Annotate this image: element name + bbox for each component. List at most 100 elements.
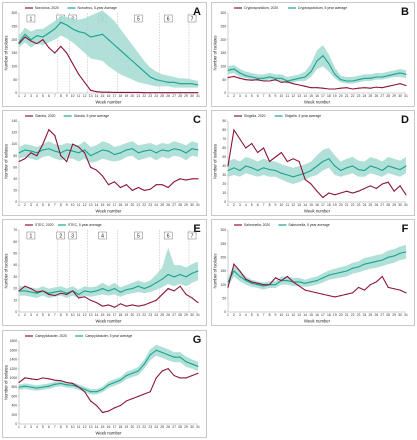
c0-point-current-9 <box>72 63 74 65</box>
c0-point-average-2 <box>30 39 32 41</box>
c0-point-current-28 <box>185 92 187 94</box>
c2-xtick-label-28: 29 <box>184 203 188 207</box>
c4-point-current-26 <box>173 290 175 292</box>
c3-point-average-8 <box>274 169 277 172</box>
c0-period-box-0 <box>26 14 36 23</box>
c5-point-average-3 <box>245 280 247 282</box>
c1-xtick-label-6: 7 <box>263 94 265 98</box>
c6-point-average-14 <box>101 388 104 390</box>
c0-xtick-label-2: 3 <box>30 94 32 98</box>
c1-xtick-label-26: 27 <box>380 94 384 98</box>
c3-point-average-16 <box>322 160 324 163</box>
c0-period-box-4 <box>134 14 143 23</box>
c4-point-average-16 <box>113 288 116 290</box>
c1-y-axis-label: Number of isolates <box>213 36 218 71</box>
c3-point-average-21 <box>352 165 354 167</box>
c2-point-average-22 <box>149 149 151 151</box>
c6-point-current-9 <box>72 382 74 384</box>
c4-xtick-label-17: 18 <box>119 313 123 317</box>
c3-point-current-10 <box>286 160 288 163</box>
c2-point-average-28 <box>185 152 187 154</box>
c1-xtick-label-8: 9 <box>275 94 277 98</box>
c1-point-average-3 <box>245 75 247 77</box>
c6-point-average-6 <box>54 383 56 385</box>
c2-point-average-27 <box>179 149 181 151</box>
c2-point-current-8 <box>66 160 68 163</box>
c6-point-average-13 <box>96 391 98 393</box>
c0-xtick-label-24: 25 <box>160 94 164 98</box>
c4-point-current-13 <box>96 302 98 304</box>
chart-D: Shigella, 2020 Shigella, 5 year average D 0… <box>213 114 410 214</box>
c6-point-current-5 <box>48 378 50 380</box>
c5-point-average-0 <box>227 281 229 283</box>
c5-ytick-label-0: 0 <box>224 310 226 314</box>
c0-point-current-16 <box>113 91 116 94</box>
panel-E: STEC, 2020 STEC, 5 year average E 0 10 20 30 40… <box>2 219 207 326</box>
c2-xtick-label-26: 27 <box>172 203 176 207</box>
c5-xtick-label-9: 10 <box>280 313 284 317</box>
c3-point-current-28 <box>393 190 395 192</box>
c5-point-current-5 <box>257 282 259 284</box>
c6-point-current-17 <box>119 405 121 407</box>
c0-xtick-label-30: 31 <box>196 94 200 98</box>
c2-point-average-29 <box>191 148 193 150</box>
c5-ytick-label-2: 100 <box>221 283 227 287</box>
c6-ytick-label-9: 1800 <box>10 339 18 343</box>
c6-point-average-4 <box>42 386 44 388</box>
c1-point-average-14 <box>310 71 312 73</box>
c0-panel-letter: A <box>193 6 201 18</box>
c1-point-average-4 <box>251 76 253 78</box>
c4-point-current-2 <box>30 288 32 290</box>
c6-ytick-label-7: 1400 <box>10 358 18 362</box>
c0-point-current-25 <box>167 92 169 94</box>
c5-point-current-19 <box>340 295 342 297</box>
c0-point-average-6 <box>54 28 56 30</box>
c2-point-current-13 <box>96 169 98 171</box>
c6-point-average-3 <box>36 387 38 389</box>
c4-xtick-label-24: 25 <box>160 313 164 317</box>
c2-ytick-label-6: 120 <box>12 131 18 135</box>
c4-xtick-label-12: 13 <box>89 313 93 317</box>
c1-series-average-band <box>228 45 406 84</box>
c0-point-current-19 <box>131 91 133 94</box>
c5-xtick-label-0: 1 <box>227 313 229 317</box>
c1-point-current-14 <box>310 87 312 89</box>
c3-point-current-25 <box>375 187 377 190</box>
c3-point-current-26 <box>381 183 383 185</box>
c5-point-current-6 <box>263 284 265 286</box>
c0-legend-label-average: Norovirus, 5-year Average <box>78 6 117 10</box>
c4-period-box-6 <box>187 231 197 240</box>
c2-point-current-10 <box>78 146 80 148</box>
c2-point-average-14 <box>101 149 104 151</box>
c3-point-current-15 <box>316 190 318 192</box>
c3-point-current-18 <box>334 194 336 196</box>
c3-point-current-17 <box>328 192 330 194</box>
c6-point-average-17 <box>119 379 121 381</box>
c2-point-average-3 <box>36 152 38 154</box>
c5-point-average-20 <box>346 270 348 272</box>
c2-point-average-0 <box>18 152 20 154</box>
c4-point-average-22 <box>149 285 151 287</box>
c5-point-average-21 <box>352 267 354 269</box>
c4-point-current-3 <box>36 291 38 293</box>
c1-point-current-23 <box>363 87 366 89</box>
c2-xtick-label-8: 9 <box>66 203 68 207</box>
c0-point-current-12 <box>90 89 92 91</box>
c0-point-average-3 <box>36 35 38 37</box>
c4-xtick-label-28: 29 <box>184 313 188 317</box>
c5-point-average-28 <box>393 255 395 257</box>
c6-ytick-label-6: 1200 <box>10 367 18 371</box>
c5-point-current-18 <box>334 296 336 298</box>
c0-point-current-17 <box>119 91 121 94</box>
c0-point-average-18 <box>125 55 127 57</box>
c4-point-average-24 <box>161 278 163 280</box>
c6-point-average-22 <box>149 354 151 356</box>
c0-point-average-9 <box>72 28 74 30</box>
c5-point-average-29 <box>399 252 401 254</box>
c3-xtick-label-14: 15 <box>309 203 313 207</box>
c1-point-current-9 <box>280 81 282 83</box>
c0-point-current-26 <box>173 92 175 94</box>
c6-ytick-label-4: 800 <box>12 385 18 389</box>
c0-ytick-label-0: 0 <box>15 91 17 95</box>
c3-point-average-0 <box>227 169 229 172</box>
